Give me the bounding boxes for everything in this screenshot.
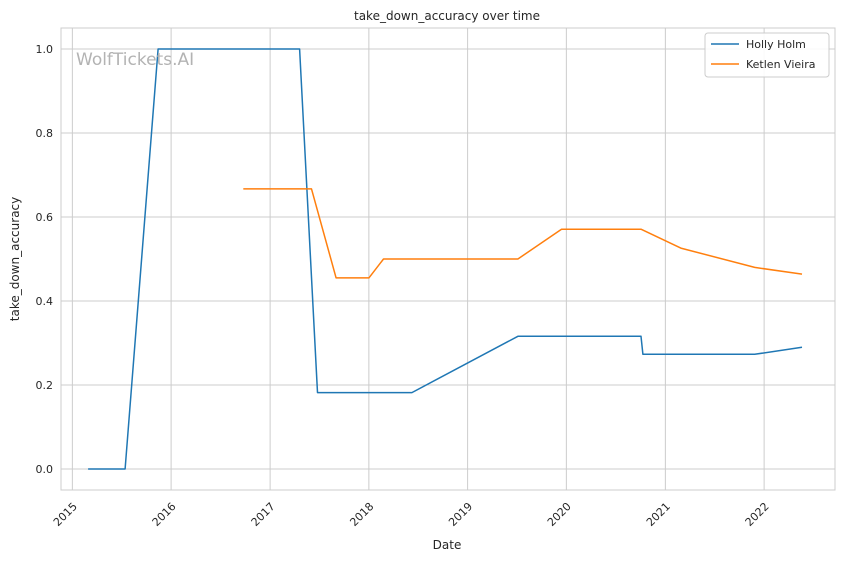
chart-title: take_down_accuracy over time xyxy=(354,9,540,23)
x-tick-label: 2018 xyxy=(347,500,376,529)
y-tick-label: 1.0 xyxy=(36,43,54,56)
y-axis-ticks: 0.0 0.2 0.4 0.6 0.8 1.0 xyxy=(36,43,54,476)
x-tick-label: 2020 xyxy=(545,500,574,529)
x-tick-label: 2022 xyxy=(743,500,772,529)
x-tick-label: 2017 xyxy=(249,500,278,529)
legend: Holly Holm Ketlen Vieira xyxy=(704,32,830,78)
x-tick-label: 2019 xyxy=(446,500,475,529)
watermark: WolfTickets.AI xyxy=(76,50,194,70)
series-line-ketlen-vieira xyxy=(243,188,803,279)
series-layer xyxy=(88,48,803,470)
y-tick-label: 0.8 xyxy=(36,127,54,140)
series-line-holly-holm xyxy=(88,48,803,470)
y-tick-label: 0.2 xyxy=(36,379,54,392)
x-tick-label: 2016 xyxy=(150,500,179,529)
y-tick-label: 0.4 xyxy=(36,295,54,308)
legend-label: Holly Holm xyxy=(746,38,806,51)
x-tick-label: 2015 xyxy=(51,500,80,529)
y-axis-title: take_down_accuracy xyxy=(8,197,22,321)
legend-label: Ketlen Vieira xyxy=(746,58,815,71)
x-axis-ticks: 2015 2016 2017 2018 2019 2020 2021 2022 xyxy=(51,500,772,529)
x-tick-label: 2021 xyxy=(644,500,673,529)
y-tick-label: 0.0 xyxy=(36,463,54,476)
y-tick-label: 0.6 xyxy=(36,211,54,224)
x-axis-title: Date xyxy=(433,538,462,552)
